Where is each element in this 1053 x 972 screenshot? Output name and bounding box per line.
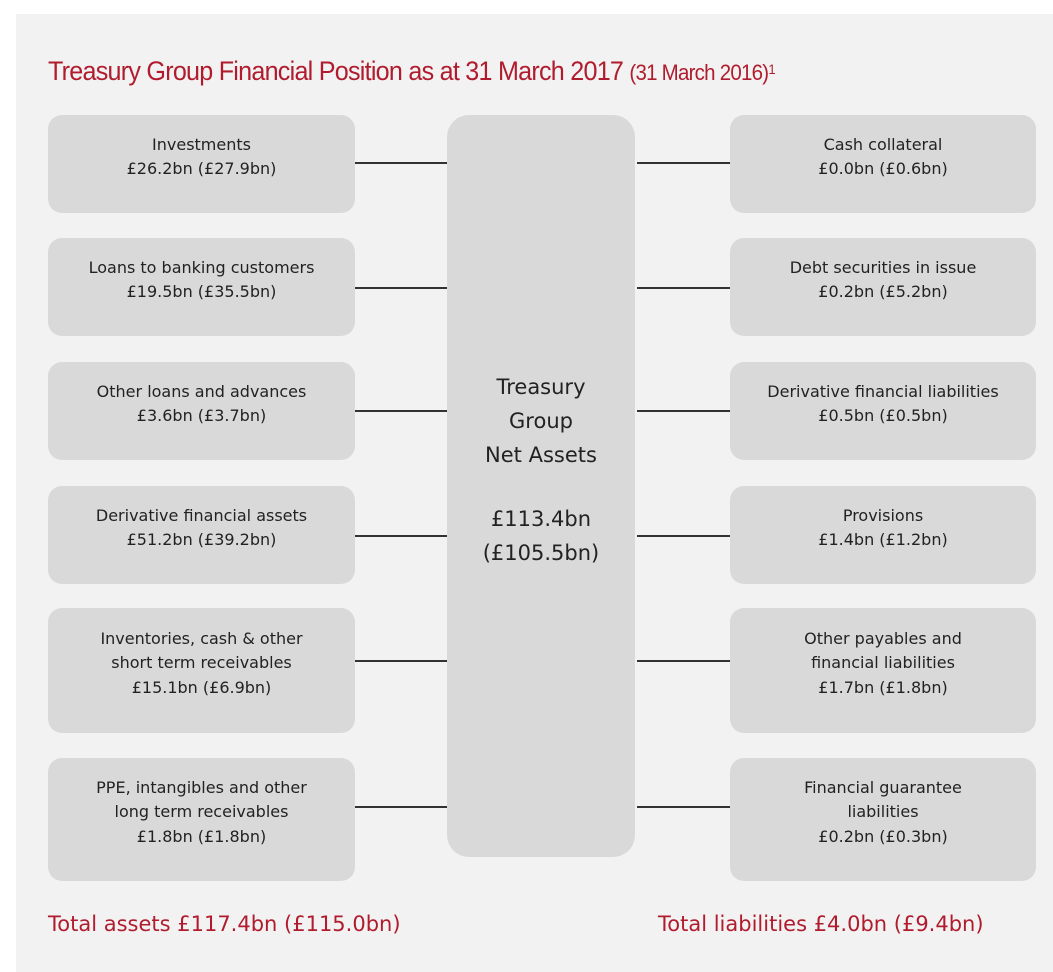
box-line: short term receivables [111,653,292,673]
box-line: Treasury [496,375,586,399]
liability-box: Debt securities in issue £0.2bn (£5.2bn) [730,238,1036,336]
connector [355,806,447,808]
liability-box: Financial guarantee liabilities £0.2bn (£0… [730,758,1036,881]
connector [637,162,730,164]
box-line: £0.5bn (£0.5bn) [818,406,948,425]
box-line: £113.4bn [490,507,592,531]
box-line: Investments [152,134,251,154]
box-line: PPE, intangibles and other [96,777,307,797]
asset-box: Other loans and advances £3.6bn (£3.7bn) [48,362,355,460]
liability-box: Provisions £1.4bn (£1.2bn) [730,486,1036,584]
box-line: £1.4bn (£1.2bn) [818,530,948,549]
center-box: Treasury Group Net Assets £113.4bn (£105.5bn… [447,115,635,857]
box-line: £0.2bn (£0.3bn) [818,826,948,846]
liability-box: Other payables and financial liabilities £… [730,608,1036,733]
box-line: financial liabilities [811,653,955,673]
box-line: Derivative financial liabilities [767,381,999,401]
box-line: Debt securities in issue [789,257,977,277]
asset-box: Loans to banking customers £19.5bn (£35.5… [48,238,355,336]
connector [355,535,447,537]
box-line: Other payables and [804,628,962,648]
box-line: Loans to banking customers [88,257,315,277]
asset-box: Inventories, cash & other short term rece… [48,608,355,733]
box-line: liabilities [847,802,919,822]
asset-box: PPE, intangibles and other long term rece… [48,758,355,881]
box-line: Other loans and advances [96,381,307,401]
connector [637,287,730,289]
liability-box: Derivative financial liabilities £0.5bn (… [730,362,1036,460]
box-line: Inventories, cash & other [100,628,303,648]
total-assets: Total assets £117.4bn (£115.0bn) [48,912,401,936]
connector [637,410,730,412]
box-line: £0.2bn (£5.2bn) [818,282,948,301]
title-suffix: (31 March 2016) [629,60,769,85]
box-line: £3.6bn (£3.7bn) [136,406,267,425]
connector [637,660,730,662]
box-line: (£105.5bn) [482,541,600,565]
title-main: Treasury Group Financial Position as at … [48,56,624,86]
connector [355,410,447,412]
box-line: Financial guarantee [804,777,962,797]
box-line: £1.7bn (£1.8bn) [818,677,948,697]
connector [637,806,730,808]
box-line: Net Assets [485,443,597,467]
box-line: Provisions [842,505,924,525]
box-line: £0.0bn (£0.6bn) [818,159,948,178]
title: Treasury Group Financial Position as at … [48,56,776,87]
box-line: £19.5bn (£35.5bn) [126,282,277,301]
box-line: long term receivables [114,802,289,822]
box-line: Derivative financial assets [95,505,308,525]
connector [355,162,447,164]
box-line: Group [509,409,573,433]
total-liabilities: Total liabilities £4.0bn (£9.4bn) [658,912,984,936]
liability-box: Cash collateral £0.0bn (£0.6bn) [730,115,1036,213]
box-line: £1.8bn (£1.8bn) [136,826,267,846]
connector [355,660,447,662]
box-line: £51.2bn (£39.2bn) [126,530,277,549]
connector [637,535,730,537]
box-line: Cash collateral [823,134,943,154]
asset-box: Investments £26.2bn (£27.9bn) [48,115,355,213]
footnote-mark: 1 [768,61,775,77]
box-line: £15.1bn (£6.9bn) [131,677,272,697]
connector [355,287,447,289]
box-line: £26.2bn (£27.9bn) [126,159,277,178]
asset-box: Derivative financial assets £51.2bn (£39.… [48,486,355,584]
